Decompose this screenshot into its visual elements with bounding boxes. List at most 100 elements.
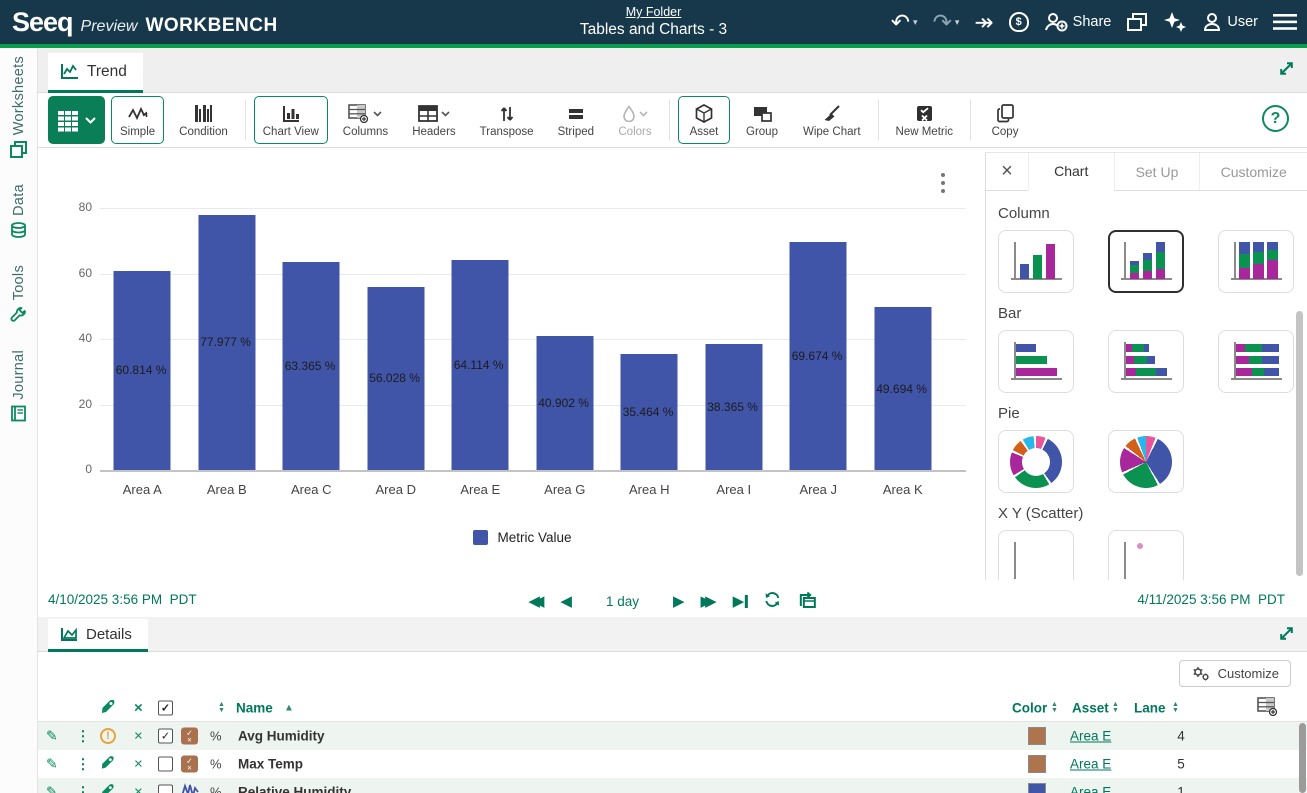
tab-set-up[interactable]: Set Up bbox=[1114, 153, 1200, 190]
item-name[interactable]: Avg Humidity bbox=[238, 729, 325, 744]
redo-button[interactable]: ↷▾ bbox=[933, 11, 960, 34]
step-to-now-button[interactable]: ▶ bbox=[733, 594, 748, 609]
range-end[interactable]: 4/11/2025 3:56 PM PDT bbox=[1137, 592, 1285, 607]
bar-area-k[interactable]: 49.694 % bbox=[874, 307, 931, 470]
row-checkbox[interactable] bbox=[158, 785, 173, 793]
ai-assistant-button[interactable] bbox=[1163, 11, 1187, 33]
table-row-avg-humidity[interactable]: ✎⋮!×✓✓×%Avg HumidityArea E4 bbox=[38, 722, 1307, 750]
tab-chart[interactable]: Chart bbox=[1028, 153, 1114, 191]
lane-column-header[interactable]: Lane bbox=[1134, 701, 1166, 716]
row-checkbox[interactable]: ✓ bbox=[158, 729, 173, 744]
step-forward-half-button[interactable]: ▶ bbox=[673, 594, 685, 609]
range-start[interactable]: 4/10/2025 3:56 PM PDT bbox=[48, 592, 197, 607]
striped-button[interactable]: Striped bbox=[549, 96, 603, 144]
edit-pencil-icon[interactable]: ✎ bbox=[46, 728, 58, 745]
worksheets-overview-button[interactable] bbox=[1126, 12, 1148, 32]
bar-area-d[interactable]: 56.028 % bbox=[367, 287, 424, 470]
thumb-scatter-2[interactable] bbox=[1108, 530, 1184, 580]
sort-icon[interactable]: ▲▼ bbox=[1172, 702, 1179, 714]
thumb-scatter-1[interactable] bbox=[998, 530, 1074, 580]
new-metric-button[interactable]: New Metric bbox=[887, 96, 963, 144]
condition-button[interactable]: Condition bbox=[170, 96, 237, 144]
drawer-scrollbar[interactable] bbox=[1296, 311, 1303, 576]
thumb-bar-basic[interactable] bbox=[998, 330, 1074, 393]
step-back-half-button[interactable]: ◀ bbox=[560, 594, 572, 609]
help-button[interactable]: ? bbox=[1262, 105, 1289, 132]
remove-row-button[interactable]: × bbox=[134, 756, 143, 773]
thumb-bar-stacked-100[interactable] bbox=[1218, 330, 1294, 393]
chart-menu-button[interactable] bbox=[934, 168, 952, 198]
row-checkbox[interactable] bbox=[158, 757, 173, 772]
bar-area-h[interactable]: 35.464 % bbox=[621, 354, 678, 470]
remove-row-button[interactable]: × bbox=[134, 728, 143, 745]
sidebar-item-journal[interactable]: Journal bbox=[10, 350, 27, 423]
thumb-column-grouped[interactable] bbox=[998, 230, 1074, 293]
row-menu-icon[interactable]: ⋮ bbox=[76, 784, 90, 793]
color-column-header[interactable]: Color bbox=[1012, 701, 1047, 716]
asset-column-header[interactable]: Asset bbox=[1072, 701, 1109, 716]
copy-button[interactable]: Copy bbox=[979, 96, 1031, 144]
copy-range-button[interactable] bbox=[797, 591, 817, 612]
headers-button[interactable]: Headers bbox=[403, 96, 464, 144]
close-drawer-button[interactable]: × bbox=[986, 153, 1028, 190]
monetize-button[interactable]: $ bbox=[1009, 12, 1029, 32]
columns-button[interactable]: Columns bbox=[334, 96, 397, 144]
step-forward-full-button[interactable]: ▶▶ bbox=[701, 594, 717, 609]
thumb-bar-stacked[interactable] bbox=[1108, 330, 1184, 393]
asset-link[interactable]: Area E bbox=[1070, 785, 1111, 793]
details-scrollbar[interactable] bbox=[1299, 723, 1306, 793]
rocket-icon[interactable] bbox=[100, 783, 116, 793]
name-column-header[interactable]: Name bbox=[236, 701, 273, 716]
asset-button[interactable]: Asset bbox=[678, 96, 730, 144]
color-swatch[interactable] bbox=[1028, 727, 1046, 745]
expand-trend-button[interactable] bbox=[1278, 60, 1295, 82]
undo-button[interactable]: ↶▾ bbox=[891, 11, 918, 34]
tab-customize[interactable]: Customize bbox=[1199, 153, 1307, 190]
tab-trend[interactable]: Trend bbox=[48, 53, 143, 93]
item-name[interactable]: Relative Humidity bbox=[238, 785, 351, 793]
bar-area-c[interactable]: 63.365 % bbox=[283, 262, 340, 470]
row-menu-icon[interactable]: ⋮ bbox=[76, 728, 90, 745]
send-all-rocket-icon[interactable] bbox=[100, 698, 117, 718]
simple-button[interactable]: Simple bbox=[111, 96, 164, 144]
asset-link[interactable]: Area E bbox=[1070, 757, 1111, 772]
bar-area-i[interactable]: 38.365 % bbox=[705, 344, 762, 470]
thumb-column-stacked-100[interactable] bbox=[1218, 230, 1294, 293]
rocket-icon[interactable] bbox=[100, 755, 116, 774]
remove-row-button[interactable]: × bbox=[134, 784, 143, 793]
chart-legend[interactable]: Metric Value bbox=[100, 530, 945, 545]
transpose-button[interactable]: Transpose bbox=[471, 96, 543, 144]
forward-share-button[interactable]: ↠ bbox=[974, 11, 993, 34]
sort-icon[interactable]: ▲▼ bbox=[1051, 702, 1058, 714]
bar-area-g[interactable]: 40.902 % bbox=[536, 336, 593, 470]
sidebar-item-worksheets[interactable]: Worksheets bbox=[10, 56, 27, 158]
tab-details[interactable]: Details bbox=[48, 619, 148, 652]
bar-area-a[interactable]: 60.814 % bbox=[114, 271, 171, 470]
wipe-chart-button[interactable]: Wipe Chart bbox=[794, 96, 870, 144]
thumb-pie-donut[interactable] bbox=[998, 430, 1074, 493]
table-row-relative-humidity[interactable]: ✎⋮×%Relative HumidityArea E1 bbox=[38, 778, 1307, 793]
sort-icon[interactable]: ▲▼ bbox=[1112, 702, 1119, 714]
breadcrumb-my-folder[interactable]: My Folder bbox=[626, 5, 682, 19]
hamburger-menu-button[interactable] bbox=[1273, 13, 1297, 31]
sort-icon[interactable]: ▲▼ bbox=[218, 702, 225, 714]
edit-pencil-icon[interactable]: ✎ bbox=[46, 756, 58, 773]
table-mode-button[interactable] bbox=[48, 96, 105, 144]
expand-details-button[interactable] bbox=[1278, 625, 1295, 647]
sidebar-item-tools[interactable]: Tools bbox=[10, 265, 27, 323]
edit-pencil-icon[interactable]: ✎ bbox=[46, 784, 58, 793]
color-swatch[interactable] bbox=[1028, 755, 1046, 773]
share-button[interactable]: Share bbox=[1044, 12, 1112, 32]
step-back-full-button[interactable]: ◀◀ bbox=[528, 594, 544, 609]
select-all-checkbox[interactable]: ✓ bbox=[158, 701, 173, 716]
remove-all-button[interactable]: × bbox=[134, 700, 143, 717]
bar-area-j[interactable]: 69.674 % bbox=[790, 242, 847, 470]
refresh-button[interactable] bbox=[764, 591, 781, 611]
warning-icon[interactable]: ! bbox=[100, 728, 116, 744]
color-swatch[interactable] bbox=[1028, 783, 1046, 793]
user-menu-button[interactable]: User bbox=[1202, 12, 1258, 32]
asset-link[interactable]: Area E bbox=[1070, 729, 1111, 744]
table-row-max-temp[interactable]: ✎⋮×✓×%Max TempArea E5 bbox=[38, 750, 1307, 778]
bar-area-e[interactable]: 64.114 % bbox=[452, 260, 509, 470]
sidebar-item-data[interactable]: Data bbox=[10, 184, 27, 239]
